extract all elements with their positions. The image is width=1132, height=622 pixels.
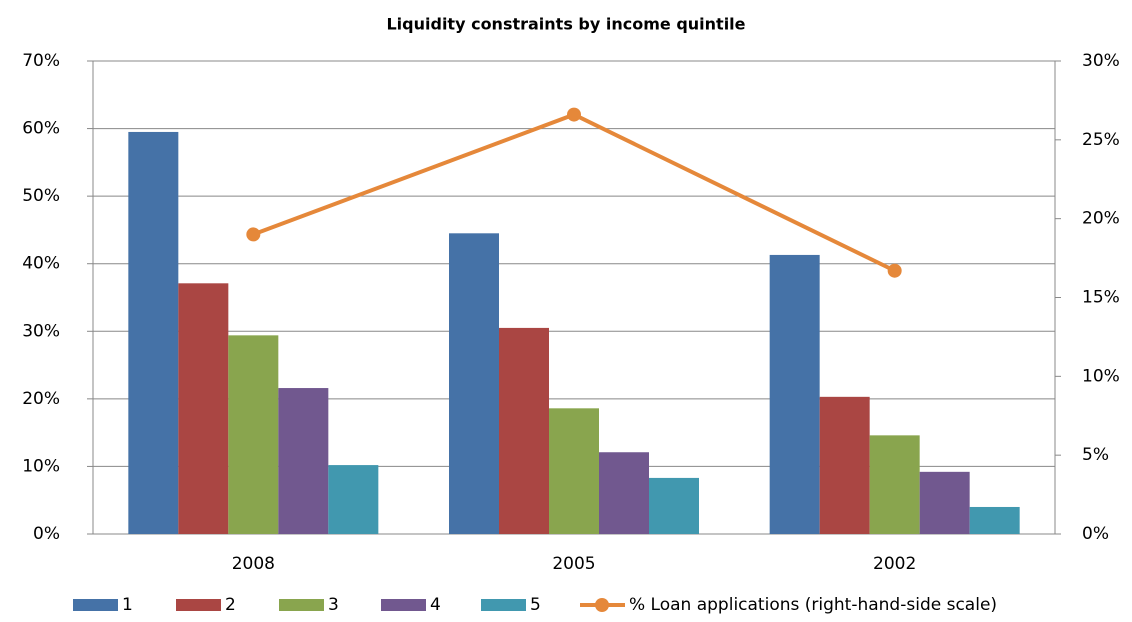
y2-tick-label: 10% (1082, 366, 1120, 386)
bar (178, 283, 229, 534)
bar (278, 388, 329, 534)
y2-tick-label: 0% (1082, 524, 1109, 544)
bar (599, 452, 649, 534)
legend-marker (595, 598, 609, 612)
bar (449, 233, 499, 535)
legend-label: 3 (328, 595, 339, 615)
y2-tick-label: 25% (1082, 130, 1120, 150)
x-tick-label: 2005 (552, 554, 595, 574)
y2-tick-label: 20% (1082, 209, 1120, 229)
bar (969, 506, 1020, 534)
legend-swatch (481, 599, 526, 611)
bar (328, 465, 379, 534)
bar (769, 254, 820, 534)
bar (128, 131, 179, 534)
line-marker (567, 107, 581, 122)
legend-swatch (176, 599, 221, 611)
y-tick-label: 60% (22, 119, 60, 139)
legend-swatch (381, 599, 426, 611)
legend-label: 2 (225, 595, 236, 615)
y2-tick-label: 30% (1082, 51, 1120, 71)
y-tick-label: 10% (22, 456, 60, 476)
legend-label: 1 (122, 595, 133, 615)
bar (869, 435, 920, 534)
y-tick-label: 20% (22, 389, 60, 409)
bar (228, 335, 279, 534)
bar (649, 477, 699, 534)
bar (919, 471, 970, 534)
bar (549, 408, 599, 534)
y-tick-label: 0% (33, 524, 60, 544)
bar (499, 327, 549, 534)
legend-label: % Loan applications (right-hand-side sca… (629, 595, 997, 615)
legend-swatch (279, 599, 324, 611)
y-tick-label: 30% (22, 321, 60, 341)
chart-title: Liquidity constraints by income quintile (386, 15, 745, 34)
line (252, 112, 896, 273)
bar (819, 396, 870, 534)
legend-label: 5 (530, 595, 541, 615)
line-marker (887, 263, 902, 278)
x-tick-label: 2008 (232, 554, 275, 574)
y2-tick-label: 5% (1082, 445, 1109, 465)
y2-tick-label: 15% (1082, 288, 1120, 308)
y-tick-label: 70% (22, 51, 60, 71)
y-tick-label: 40% (22, 254, 60, 274)
legend-label: 4 (430, 595, 441, 615)
y-tick-label: 50% (22, 186, 60, 206)
x-tick-label: 2002 (873, 554, 916, 574)
line-marker (246, 227, 261, 242)
legend-swatch (73, 599, 118, 611)
